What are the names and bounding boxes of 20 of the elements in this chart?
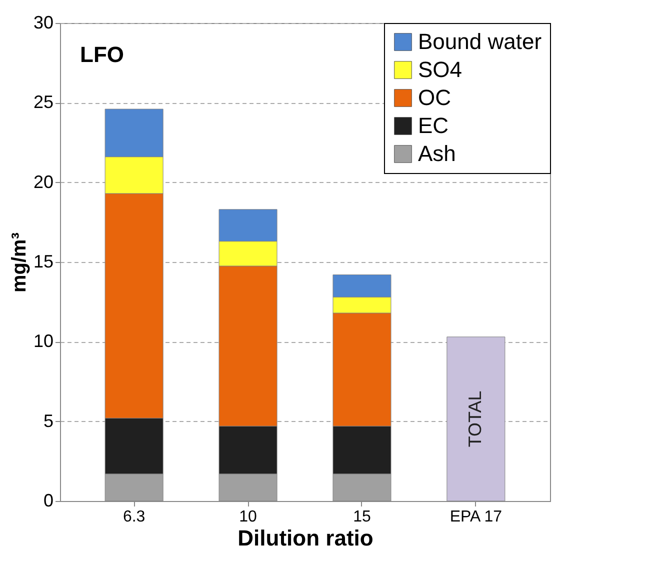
legend-label: OC: [418, 85, 452, 110]
x-tick-label: EPA 17: [450, 508, 502, 526]
y-tick-label: 5: [43, 410, 54, 431]
legend-label: Ash: [418, 141, 456, 166]
y-tick-label: 10: [33, 331, 54, 352]
x-tick-label: 10: [239, 508, 258, 526]
y-tick-label: 0: [43, 490, 54, 510]
y-tick-label: 25: [33, 92, 54, 112]
legend-label: EC: [418, 113, 449, 138]
x-axis-title: Dilution ratio: [238, 526, 374, 550]
legend-label: SO4: [418, 57, 462, 82]
series-label: TOTAL: [464, 390, 485, 448]
y-tick-label: 30: [33, 12, 54, 32]
y-tick-label: 20: [33, 172, 54, 192]
legend-label: Bound water: [418, 29, 542, 54]
annotation: LFO: [80, 42, 124, 67]
y-axis-title: mg/m³: [8, 232, 30, 292]
x-tick-label: 15: [353, 508, 371, 526]
y-tick-label: 15: [33, 252, 54, 272]
x-tick-label: 6.3: [122, 508, 146, 526]
